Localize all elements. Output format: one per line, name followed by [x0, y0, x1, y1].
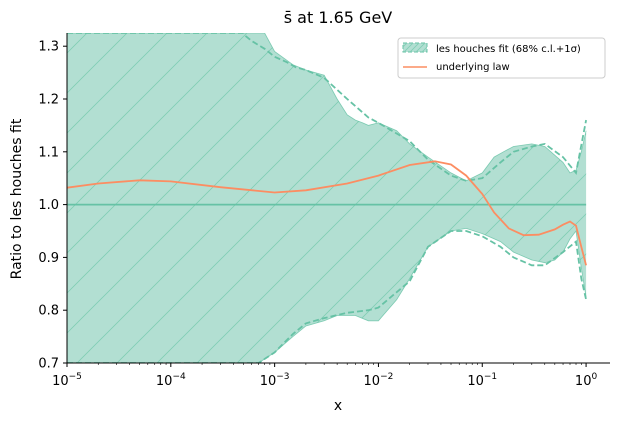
y-tick-label: 1.0: [38, 198, 59, 213]
plot-area: [67, 33, 587, 363]
x-axis-label: x: [334, 398, 342, 414]
y-tick-label: 1.2: [38, 93, 59, 108]
legend-frame: [397, 37, 606, 79]
x-tick-label: 10−3: [260, 372, 290, 389]
x-tick-label: 10−1: [467, 372, 497, 389]
y-axis-label: Ratio to les houches fit: [9, 118, 25, 279]
dashed-lower-line: [67, 230, 587, 363]
legend-law-label: underlying law: [436, 62, 510, 73]
band-hatch: [67, 33, 587, 363]
x-tick-label: 10−5: [52, 372, 82, 389]
x-tick-label: 10−2: [364, 372, 394, 389]
chart-title: s̄ at 1.65 GeV: [284, 8, 393, 27]
law-line: [67, 160, 587, 266]
x-tick-label: 100: [575, 372, 598, 389]
y-ticks: 0.7 0.8 0.9 1.0 1.1 1.2 1.3: [38, 40, 67, 372]
y-tick-label: 1.1: [38, 145, 59, 160]
legend-fit-label: les houches fit (68% c.l.+1σ): [436, 44, 581, 55]
y-tick-label: 1.3: [38, 40, 59, 55]
y-tick-label: 0.9: [38, 251, 59, 266]
band-edge-lower: [67, 227, 587, 363]
x-tick-label: 10−4: [156, 372, 186, 389]
dashed-upper-line: [67, 33, 587, 182]
y-tick-label: 0.8: [38, 304, 59, 319]
legend: les houches fit (68% c.l.+1σ) underlying…: [397, 37, 606, 79]
x-ticks: 10−5 10−4 10−3 10−2 10−1 100: [52, 363, 597, 389]
legend-fit-swatch-hatch: [403, 43, 427, 52]
y-tick-label: 0.7: [38, 357, 59, 372]
